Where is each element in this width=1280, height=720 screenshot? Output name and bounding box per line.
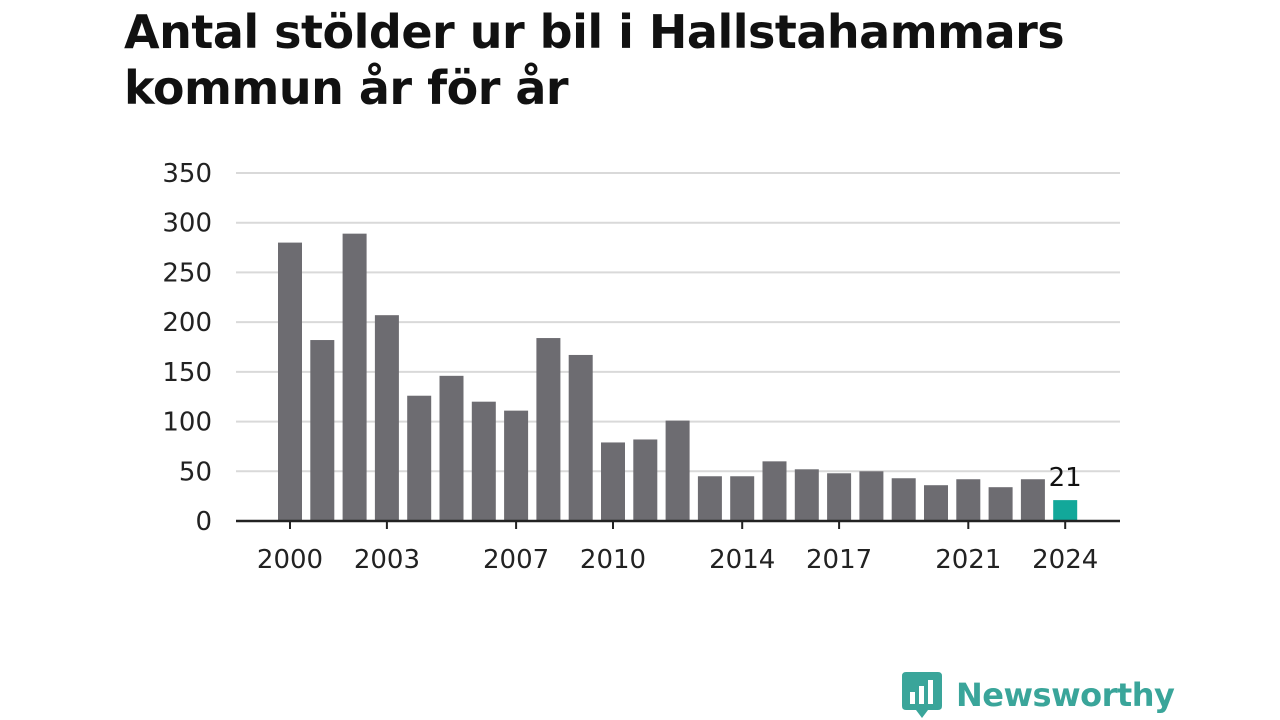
brand-name: Newsworthy xyxy=(956,676,1175,714)
y-tick-label-0: 0 xyxy=(195,507,212,537)
annotations: 21 xyxy=(1049,463,1082,493)
bar-2013 xyxy=(697,476,722,521)
x-tick-label-2003: 2003 xyxy=(354,545,420,575)
bars xyxy=(278,233,1078,521)
y-tick-label-350: 350 xyxy=(162,159,212,189)
chart-title: Antal stölder ur bil i Hallstahammars ko… xyxy=(124,5,1065,115)
bar-2021 xyxy=(956,479,981,521)
bar-2010 xyxy=(601,442,625,521)
x-tick-label-2024: 2024 xyxy=(1032,545,1098,575)
y-tick-label-150: 150 xyxy=(162,358,212,388)
bar-2008 xyxy=(536,338,561,521)
bar-2002 xyxy=(342,233,367,521)
x-tick-label-2010: 2010 xyxy=(580,545,646,575)
y-tick-label-200: 200 xyxy=(162,308,212,338)
y-tick-label-300: 300 xyxy=(162,209,212,239)
bar-2017 xyxy=(827,473,852,521)
bar-2012 xyxy=(665,420,690,521)
x-axis xyxy=(236,519,1120,529)
bar-2016 xyxy=(794,469,819,521)
bar-2009 xyxy=(568,354,593,521)
bar-2023 xyxy=(1020,479,1045,521)
x-tick-label-2021: 2021 xyxy=(935,545,1001,575)
brand-logo: Newsworthy xyxy=(902,670,1175,720)
bar-2019 xyxy=(891,478,916,521)
bar-2003 xyxy=(374,315,399,521)
x-tick-label-2007: 2007 xyxy=(483,545,549,575)
y-tick-label-50: 50 xyxy=(179,457,212,487)
bar-2024 xyxy=(1053,500,1078,521)
bar-2022 xyxy=(988,487,1013,521)
bar-2005 xyxy=(439,375,464,521)
y-axis-labels: 0 50 100 150 200 250 300 350 xyxy=(162,159,212,537)
bar-2018 xyxy=(859,471,884,521)
bar-2006 xyxy=(471,401,496,521)
bar-2004 xyxy=(407,395,432,521)
y-tick-label-100: 100 xyxy=(162,408,212,438)
y-tick-label-250: 250 xyxy=(162,258,212,288)
bar-2000 xyxy=(278,242,302,521)
data-label-2024: 21 xyxy=(1049,463,1082,493)
bar-2020 xyxy=(924,485,948,521)
chart-bubble-icon xyxy=(902,672,942,718)
bar-2015 xyxy=(762,461,787,521)
bar-2001 xyxy=(310,340,335,521)
x-tick-label-2017: 2017 xyxy=(806,545,872,575)
x-tick-label-2014: 2014 xyxy=(709,545,775,575)
x-tick-label-2000: 2000 xyxy=(257,545,323,575)
bar-2011 xyxy=(633,439,658,521)
x-axis-labels: 2000 2003 2007 2010 2014 2017 2021 2024 xyxy=(257,545,1098,575)
bar-2007 xyxy=(504,410,529,521)
bar-2014 xyxy=(730,476,755,521)
